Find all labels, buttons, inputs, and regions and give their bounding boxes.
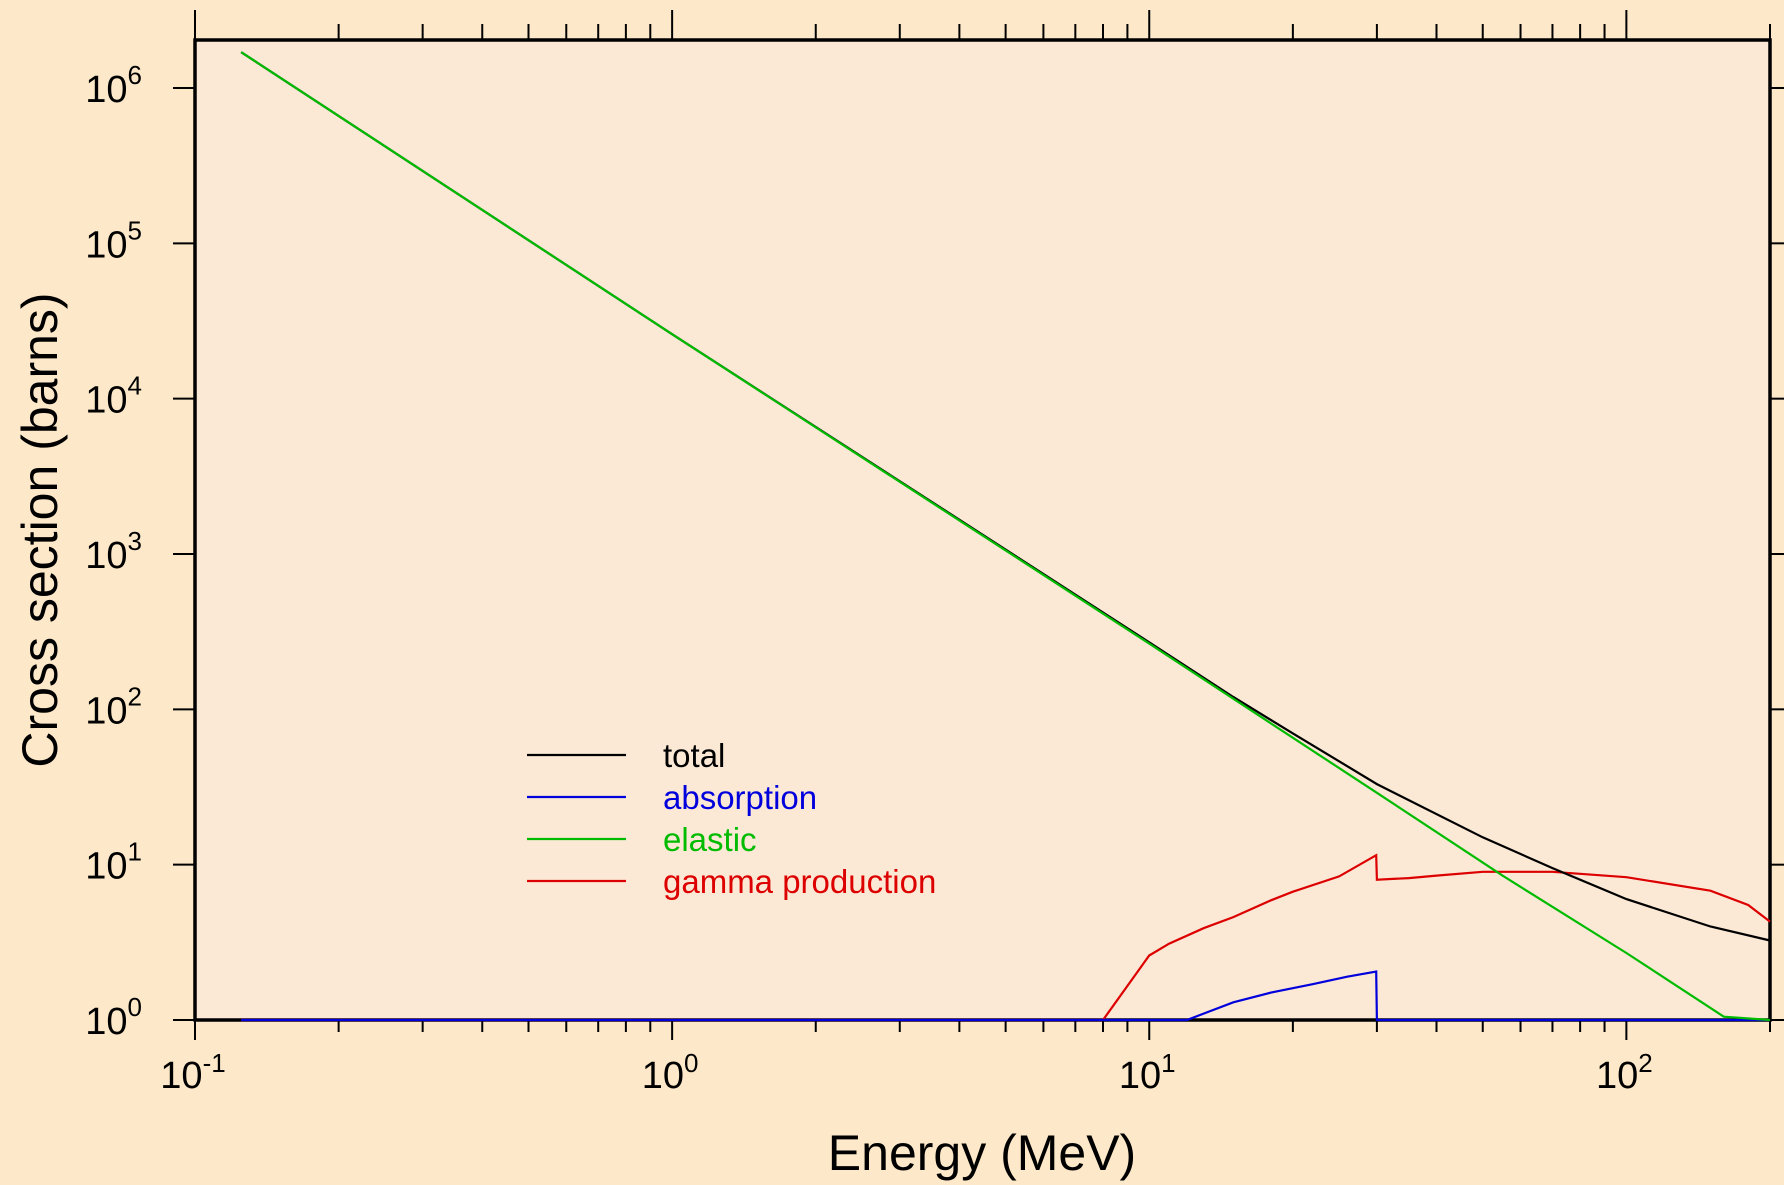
x-axis-title: Energy (MeV)	[828, 1125, 1136, 1181]
x-tick-label: 102	[1596, 1048, 1653, 1097]
x-tick-label: 10-1	[160, 1048, 225, 1097]
legend: total absorption elastic gamma production	[527, 737, 936, 900]
y-tick-base: 10	[85, 535, 127, 577]
y-tick-label: 101	[85, 837, 142, 888]
y-tick-exponent: 0	[128, 992, 142, 1022]
y-tick-base: 10	[85, 846, 127, 888]
y-tick-label: 105	[85, 215, 142, 266]
y-tick-label: 106	[85, 60, 142, 111]
y-tick-exponent: 3	[128, 526, 142, 556]
y-tick-exponent: 6	[128, 60, 142, 90]
legend-label: total	[663, 737, 725, 774]
legend-label: elastic	[663, 821, 757, 858]
series-line-absorption	[241, 970, 1770, 1022]
legend-label: gamma production	[663, 863, 936, 900]
x-tick-base: 10	[1119, 1055, 1161, 1097]
y-tick-base: 10	[85, 224, 127, 266]
y-tick-label: 104	[85, 371, 142, 422]
y-tick-base: 10	[85, 69, 127, 111]
plot-area	[193, 38, 1772, 1022]
y-tick-exponent: 1	[128, 837, 142, 867]
x-tick-base: 10	[1596, 1055, 1638, 1097]
x-tick-base: 10	[160, 1055, 202, 1097]
y-tick-exponent: 5	[128, 215, 142, 245]
x-tick-label: 100	[642, 1048, 699, 1097]
right-axis-ticks	[1770, 87, 1784, 1021]
y-tick-base: 10	[85, 1001, 127, 1043]
y-tick-label: 100	[85, 992, 142, 1043]
x-tick-exponent: 0	[684, 1048, 698, 1078]
y-tick-exponent: 2	[128, 681, 142, 711]
y-axis-title: Cross section (barns)	[12, 292, 68, 767]
x-tick-exponent: 2	[1638, 1048, 1652, 1078]
y-tick-label: 103	[85, 526, 142, 577]
x-tick-exponent: -1	[203, 1048, 226, 1078]
x-tick-base: 10	[642, 1055, 684, 1097]
x-tick-label: 101	[1119, 1048, 1176, 1097]
y-tick-exponent: 4	[128, 371, 142, 401]
x-tick-exponent: 1	[1161, 1048, 1175, 1078]
x-axis: 10-1 100 101 102	[160, 1020, 1771, 1097]
y-tick-base: 10	[85, 690, 127, 732]
series-line-gamma-production	[241, 853, 1771, 1022]
y-tick-base: 10	[85, 380, 127, 422]
series-lines	[240, 51, 1771, 1022]
top-minor-ticks	[194, 10, 1771, 40]
series-line-elastic	[240, 51, 1771, 1022]
legend-label: absorption	[663, 779, 817, 816]
y-tick-label: 102	[85, 681, 142, 732]
